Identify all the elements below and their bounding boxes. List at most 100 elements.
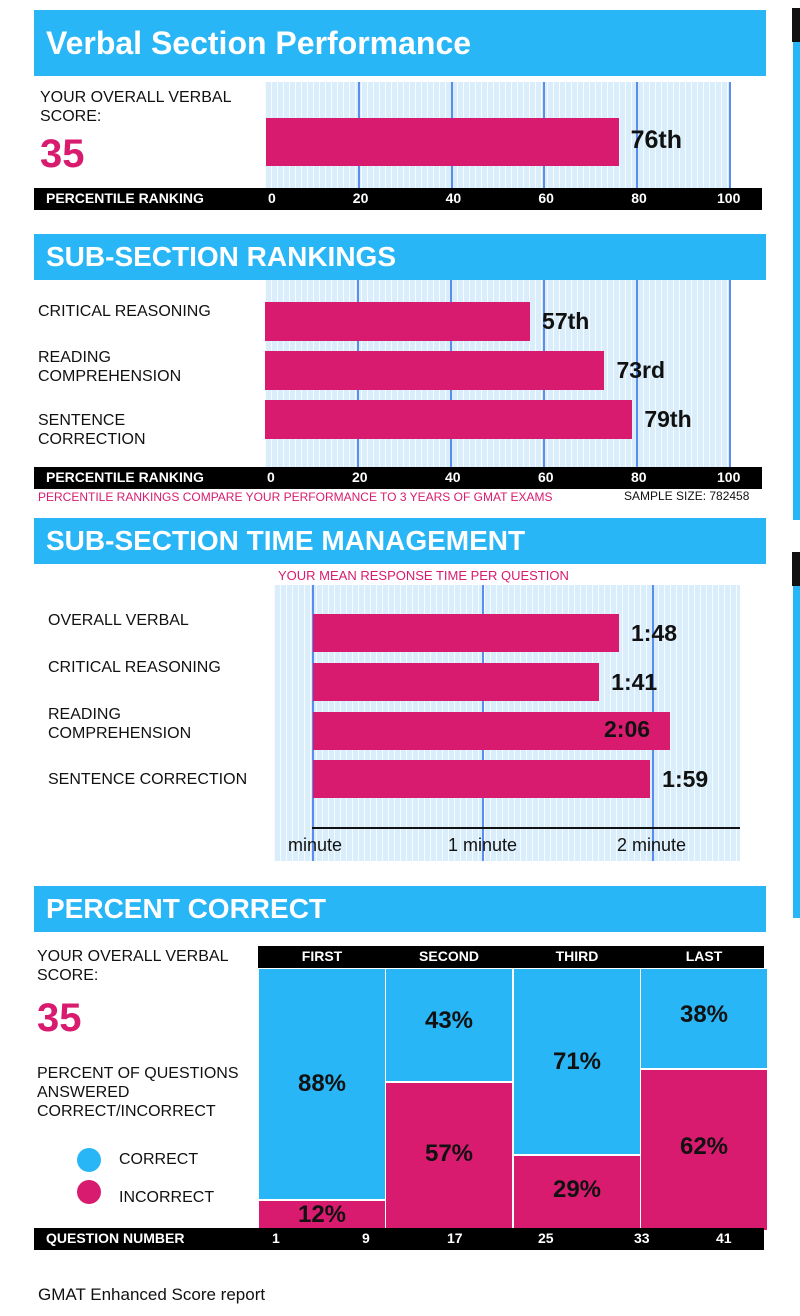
gridline-80 bbox=[636, 82, 639, 188]
subsection-footnote: PERCENTILE RANKINGS COMPARE YOUR PERFORM… bbox=[38, 490, 553, 504]
edge-block-mid bbox=[792, 552, 800, 586]
question-tick: 9 bbox=[362, 1230, 370, 1246]
mekko-header: LAST bbox=[685, 948, 723, 964]
time-tick-label: 2 minute bbox=[617, 835, 687, 855]
legend-correct-dot bbox=[77, 1148, 101, 1172]
incorrect-cell bbox=[514, 1156, 640, 1230]
verbal-score-label: YOUR OVERALL VERBAL SCORE: bbox=[40, 89, 231, 125]
subsection-bar-label: 73rd bbox=[616, 357, 666, 383]
verbal-tick-0: 0 bbox=[268, 190, 276, 206]
time-bar bbox=[313, 614, 619, 652]
question-tick: 41 bbox=[716, 1230, 732, 1246]
page-footer: GMAT Enhanced Score report bbox=[38, 1285, 266, 1304]
time-title: SUB-SECTION TIME MANAGEMENT bbox=[46, 525, 526, 556]
legend-incorrect-label: INCORRECT bbox=[119, 1189, 215, 1206]
time-row-label: READING COMPREHENSION bbox=[48, 706, 192, 742]
subsection-row-label: CRITICAL REASONING bbox=[38, 303, 211, 320]
verbal-bar-label: 76th bbox=[630, 126, 683, 154]
time-bar-label: 1:48 bbox=[631, 620, 678, 646]
edge-strip-top bbox=[793, 42, 800, 520]
gridline-80 bbox=[636, 280, 638, 468]
percent-score-label: YOUR OVERALL VERBAL SCORE: bbox=[37, 948, 228, 984]
mekko-header-bar bbox=[258, 946, 764, 968]
time-bar-label: 1:41 bbox=[611, 669, 658, 695]
verbal-tick-40: 40 bbox=[445, 190, 462, 206]
time-tick-label: 1 minute bbox=[448, 835, 518, 855]
subsection-tick-80: 80 bbox=[631, 469, 647, 485]
subsection-tick-40: 40 bbox=[445, 469, 461, 485]
time-bar bbox=[313, 760, 651, 798]
gridline-100 bbox=[729, 280, 731, 468]
time-axis-line bbox=[312, 827, 740, 829]
time-bar bbox=[313, 712, 670, 750]
verbal-banner: Verbal Section Performance bbox=[34, 10, 766, 76]
gridline-100 bbox=[729, 82, 731, 188]
subsection-row-label: READING COMPREHENSION bbox=[38, 349, 182, 385]
verbal-axis-bar bbox=[34, 188, 762, 210]
incorrect-cell bbox=[259, 1201, 385, 1230]
subsection-banner: SUB-SECTION RANKINGS bbox=[34, 234, 766, 280]
verbal-tick-100: 100 bbox=[717, 190, 741, 206]
subsection-bar bbox=[265, 351, 605, 390]
legend-incorrect-dot bbox=[77, 1180, 101, 1204]
mekko-header: SECOND bbox=[419, 948, 479, 964]
percent-banner: PERCENT CORRECT bbox=[34, 886, 766, 932]
verbal-bar bbox=[266, 118, 619, 166]
incorrect-cell bbox=[386, 1083, 512, 1230]
incorrect-cell bbox=[641, 1070, 767, 1230]
correct-percent-label: 88% bbox=[297, 1070, 347, 1097]
time-bar bbox=[313, 663, 600, 701]
time-bar-label: 1:59 bbox=[662, 766, 709, 792]
subsection-tick-60: 60 bbox=[538, 469, 554, 485]
verbal-tick-60: 60 bbox=[538, 190, 554, 206]
edge-strip-mid bbox=[793, 586, 800, 918]
verbal-title: Verbal Section Performance bbox=[46, 25, 472, 61]
correct-cell bbox=[386, 969, 512, 1081]
correct-cell bbox=[259, 969, 385, 1199]
correct-cell bbox=[641, 969, 767, 1068]
legend-correct-label: CORRECT bbox=[119, 1151, 199, 1168]
time-row-label: CRITICAL REASONING bbox=[48, 659, 221, 676]
question-tick: 1 bbox=[272, 1230, 280, 1246]
subsection-title: SUB-SECTION RANKINGS bbox=[46, 241, 397, 272]
correct-cell bbox=[514, 969, 640, 1154]
percent-score: 35 bbox=[37, 996, 82, 1040]
question-axis-title: QUESTION NUMBER bbox=[46, 1230, 185, 1246]
subsection-bar bbox=[265, 400, 633, 439]
sample-size: SAMPLE SIZE: 782458 bbox=[624, 489, 750, 503]
time-bar-label: 2:06 bbox=[604, 716, 651, 742]
verbal-tick-20: 20 bbox=[352, 190, 369, 206]
verbal-score: 35 bbox=[40, 132, 85, 176]
subsection-axis-title: PERCENTILE RANKING bbox=[46, 469, 204, 485]
mekko-header: THIRD bbox=[555, 948, 599, 964]
question-tick: 33 bbox=[634, 1230, 650, 1246]
percent-title: PERCENT CORRECT bbox=[46, 893, 327, 924]
mekko-header: FIRST bbox=[301, 948, 343, 964]
incorrect-percent-label: 57% bbox=[424, 1139, 474, 1167]
time-banner: SUB-SECTION TIME MANAGEMENT bbox=[34, 518, 766, 564]
subsection-tick-0: 0 bbox=[267, 469, 275, 485]
subsection-tick-100: 100 bbox=[717, 469, 741, 485]
subsection-bar-label: 57th bbox=[542, 308, 590, 334]
question-tick: 17 bbox=[447, 1230, 463, 1246]
time-row-label: OVERALL VERBAL bbox=[48, 612, 189, 629]
time-row-label: SENTENCE CORRECTION bbox=[48, 771, 248, 788]
incorrect-percent-label: 29% bbox=[552, 1176, 602, 1203]
verbal-tick-80: 80 bbox=[631, 190, 647, 206]
verbal-axis-title: PERCENTILE RANKING bbox=[46, 190, 204, 206]
subsection-bar-label: 79th bbox=[644, 406, 692, 432]
subsection-row-label: SENTENCE CORRECTION bbox=[38, 412, 146, 448]
question-tick: 25 bbox=[538, 1230, 554, 1246]
subsection-bar bbox=[265, 302, 531, 341]
incorrect-percent-label: 62% bbox=[679, 1133, 729, 1160]
subsection-axis-bar bbox=[34, 467, 762, 489]
edge-block-top bbox=[792, 8, 800, 42]
time-tick-label: minute bbox=[288, 835, 343, 855]
correct-percent-label: 43% bbox=[424, 1007, 474, 1034]
question-axis-bar bbox=[34, 1228, 764, 1250]
subsection-tick-20: 20 bbox=[352, 469, 368, 485]
correct-percent-label: 71% bbox=[552, 1047, 602, 1075]
percent-description: PERCENT OF QUESTIONS ANSWERED CORRECT/IN… bbox=[37, 1065, 239, 1120]
time-subtitle: YOUR MEAN RESPONSE TIME PER QUESTION bbox=[278, 568, 569, 583]
correct-percent-label: 38% bbox=[679, 1000, 729, 1028]
